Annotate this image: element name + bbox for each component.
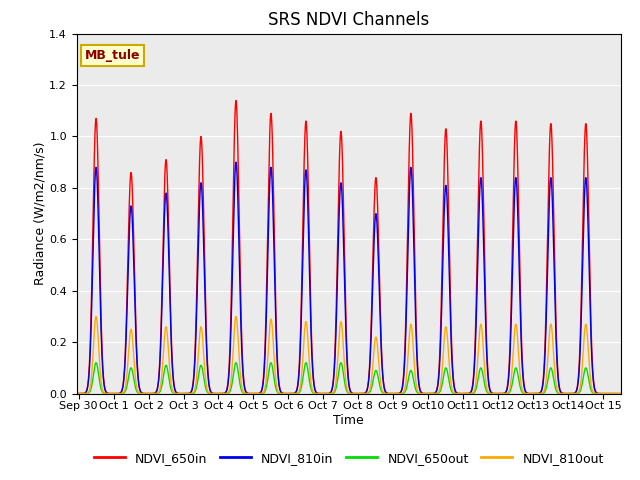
NDVI_650out — [408, 369, 415, 375]
NDVI_810out — [381, 391, 388, 396]
NDVI_650out — [92, 360, 100, 366]
NDVI_650out — [369, 381, 376, 387]
NDVI_650out — [620, 391, 628, 396]
NDVI_810out — [408, 325, 415, 331]
NDVI_650in — [408, 122, 415, 128]
NDVI_650out — [71, 391, 79, 396]
Y-axis label: Radiance (W/m2/nm/s): Radiance (W/m2/nm/s) — [33, 142, 47, 285]
NDVI_650in — [381, 386, 388, 392]
NDVI_810out — [620, 391, 628, 396]
NDVI_650out — [620, 391, 628, 396]
NDVI_650in — [208, 390, 216, 396]
NDVI_650in — [369, 274, 376, 280]
Line: NDVI_810out: NDVI_810out — [75, 316, 624, 394]
Line: NDVI_650in: NDVI_650in — [75, 100, 624, 394]
NDVI_810in — [232, 159, 240, 165]
NDVI_810in — [420, 391, 428, 396]
Title: SRS NDVI Channels: SRS NDVI Channels — [268, 11, 429, 29]
NDVI_810in — [381, 387, 388, 393]
NDVI_810in — [71, 391, 79, 396]
NDVI_810out — [208, 391, 216, 396]
NDVI_650in — [232, 97, 240, 103]
NDVI_810in — [620, 391, 628, 396]
NDVI_810out — [420, 391, 428, 396]
NDVI_810in — [408, 174, 415, 180]
NDVI_810out — [620, 391, 628, 396]
NDVI_650out — [420, 391, 428, 396]
NDVI_810out — [369, 368, 376, 373]
NDVI_650in — [620, 391, 628, 396]
Line: NDVI_650out: NDVI_650out — [75, 363, 624, 394]
NDVI_650in — [420, 391, 428, 396]
NDVI_810out — [92, 313, 100, 319]
NDVI_810in — [620, 391, 628, 396]
Legend: NDVI_650in, NDVI_810in, NDVI_650out, NDVI_810out: NDVI_650in, NDVI_810in, NDVI_650out, NDV… — [89, 447, 609, 469]
NDVI_810in — [208, 390, 216, 396]
NDVI_650in — [620, 391, 628, 396]
NDVI_810out — [71, 391, 79, 396]
NDVI_650in — [71, 391, 79, 396]
Line: NDVI_810in: NDVI_810in — [75, 162, 624, 394]
X-axis label: Time: Time — [333, 414, 364, 427]
Text: MB_tule: MB_tule — [85, 49, 140, 62]
NDVI_650out — [208, 391, 216, 396]
NDVI_810in — [369, 294, 376, 300]
NDVI_650out — [381, 391, 388, 396]
